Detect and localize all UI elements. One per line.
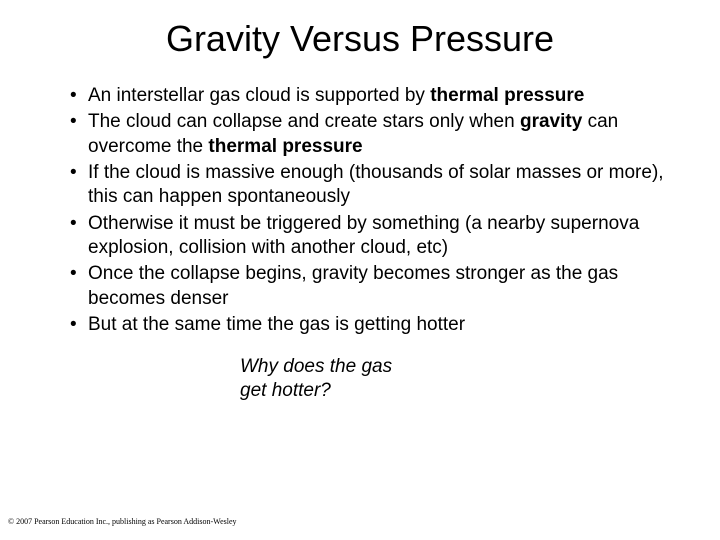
bullet-text: Otherwise it must be triggered by someth… — [88, 213, 639, 258]
bullet-text: If the cloud is massive enough (thousand… — [88, 162, 664, 207]
bullet-text: Once the collapse begins, gravity become… — [88, 263, 618, 308]
bullet-bold: thermal pressure — [430, 85, 584, 106]
question-line: Why does the gas — [240, 356, 392, 377]
bullet-item: The cloud can collapse and create stars … — [70, 110, 690, 159]
bullet-text: An interstellar gas cloud is supported b… — [88, 85, 430, 106]
slide-title: Gravity Versus Pressure — [30, 18, 690, 60]
question-text: Why does the gas get hotter? — [240, 355, 500, 404]
question-line: get hotter? — [240, 380, 331, 401]
bullet-item: Otherwise it must be triggered by someth… — [70, 212, 690, 261]
bullet-item: Once the collapse begins, gravity become… — [70, 262, 690, 311]
slide-container: Gravity Versus Pressure An interstellar … — [0, 0, 720, 540]
bullet-item: But at the same time the gas is getting … — [70, 313, 690, 337]
bullet-bold: gravity — [520, 111, 582, 132]
copyright-text: © 2007 Pearson Education Inc., publishin… — [8, 517, 237, 526]
bullet-list: An interstellar gas cloud is supported b… — [30, 84, 690, 337]
bullet-text: The cloud can collapse and create stars … — [88, 111, 520, 132]
bullet-bold: thermal pressure — [208, 136, 362, 157]
bullet-item: An interstellar gas cloud is supported b… — [70, 84, 690, 108]
bullet-text: But at the same time the gas is getting … — [88, 314, 465, 335]
bullet-item: If the cloud is massive enough (thousand… — [70, 161, 690, 210]
